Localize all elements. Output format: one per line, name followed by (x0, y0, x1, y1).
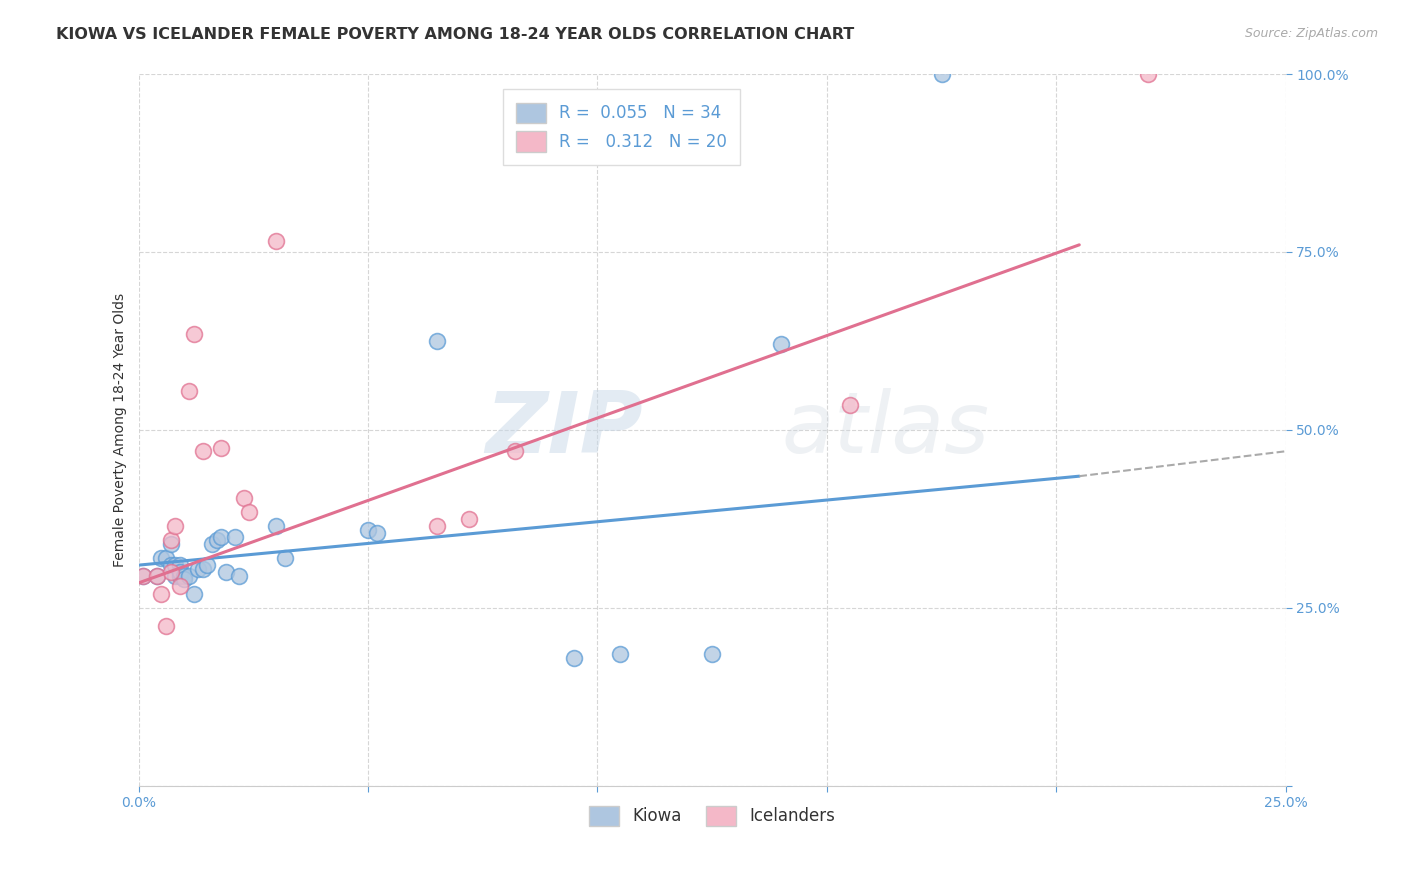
Point (155, 618, 177, 632)
Point (702, 647, 724, 661)
Point (224, 530, 246, 544)
Point (264, 519, 287, 533)
Point (769, 337, 792, 351)
Point (426, 519, 449, 533)
Point (183, 586, 205, 600)
Point (146, 569, 169, 583)
Point (132, 569, 155, 583)
Legend: Kiowa, Icelanders: Kiowa, Icelanders (581, 797, 844, 834)
Point (159, 537, 181, 551)
Text: atlas: atlas (780, 388, 988, 471)
Point (366, 526, 388, 541)
Point (169, 566, 191, 580)
Point (146, 569, 169, 583)
Point (264, 234, 287, 248)
Point (931, 67, 953, 81)
Point (177, 569, 200, 583)
Point (215, 566, 238, 580)
Point (183, 326, 205, 341)
Point (357, 523, 380, 537)
Point (159, 558, 181, 573)
Point (1137, 67, 1160, 81)
Point (233, 491, 256, 505)
Point (191, 444, 214, 458)
Point (169, 558, 191, 573)
Point (426, 334, 449, 348)
Point (201, 537, 224, 551)
Point (159, 566, 181, 580)
Point (165, 569, 187, 583)
Point (609, 647, 631, 661)
Point (187, 562, 209, 576)
Point (209, 530, 232, 544)
Point (165, 558, 187, 573)
Y-axis label: Female Poverty Among 18-24 Year Olds: Female Poverty Among 18-24 Year Olds (114, 293, 128, 567)
Point (177, 384, 200, 398)
Point (169, 580, 191, 594)
Point (191, 562, 214, 576)
Point (274, 551, 297, 566)
Point (132, 569, 155, 583)
Point (173, 569, 195, 583)
Point (503, 444, 526, 458)
Point (238, 505, 260, 519)
Point (159, 533, 181, 548)
Point (195, 558, 218, 573)
Point (564, 650, 586, 665)
Point (169, 569, 191, 583)
Point (458, 512, 481, 526)
Point (150, 551, 173, 566)
Point (838, 398, 860, 412)
Point (165, 519, 187, 533)
Point (155, 551, 177, 566)
Text: KIOWA VS ICELANDER FEMALE POVERTY AMONG 18-24 YEAR OLDS CORRELATION CHART: KIOWA VS ICELANDER FEMALE POVERTY AMONG … (56, 27, 855, 42)
Text: Source: ZipAtlas.com: Source: ZipAtlas.com (1244, 27, 1378, 40)
Text: ZIP: ZIP (485, 388, 644, 471)
Point (205, 533, 228, 548)
Point (209, 441, 232, 455)
Point (173, 573, 195, 587)
Point (150, 586, 173, 600)
Point (228, 569, 250, 583)
